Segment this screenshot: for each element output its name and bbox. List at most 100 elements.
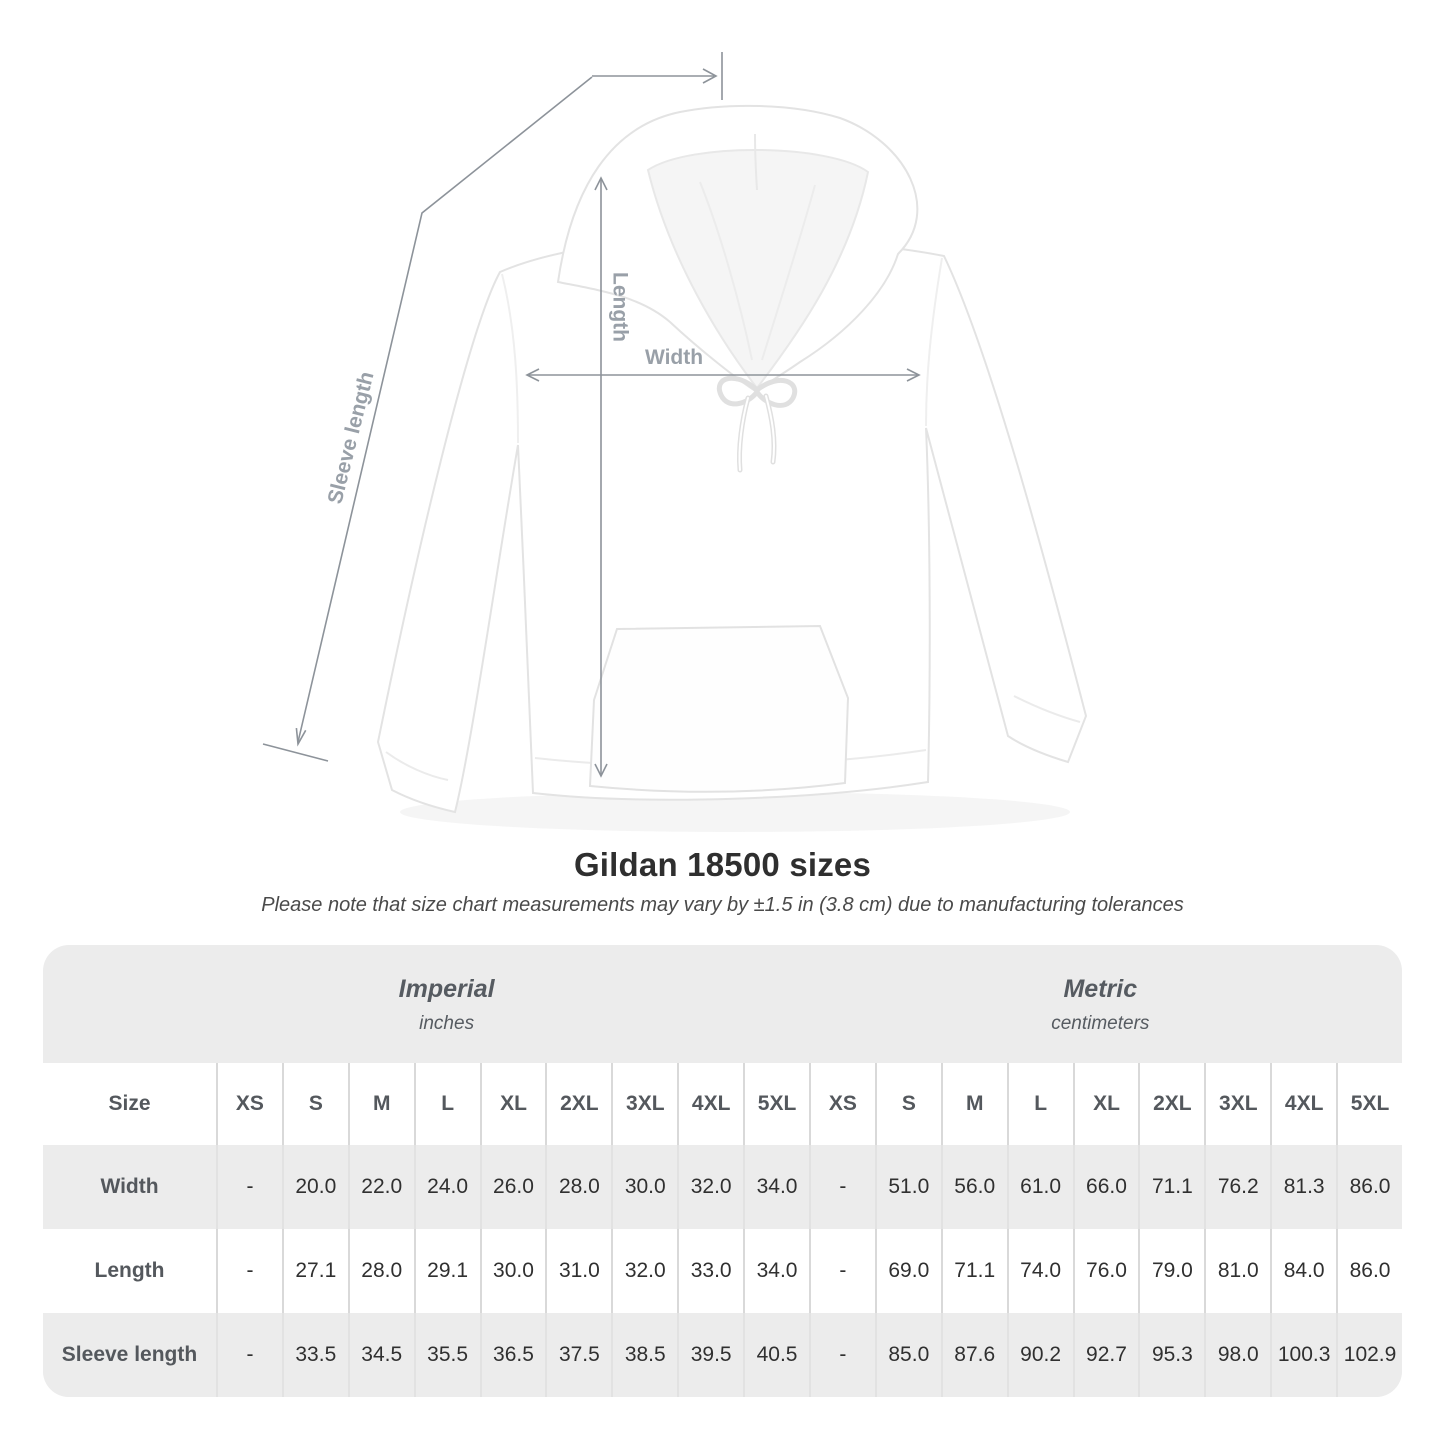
value-cell: 66.0 [1072, 1145, 1139, 1229]
value-cell: 51.0 [874, 1145, 941, 1229]
value-cell: 30.0 [611, 1145, 677, 1229]
value-cell: 90.2 [1006, 1313, 1073, 1397]
value-cell: S [281, 1063, 348, 1145]
hoodie-shadow [400, 792, 1070, 832]
value-cell: 86.0 [1336, 1229, 1402, 1313]
value-cell: 2XL [545, 1063, 611, 1145]
value-cell: L [1006, 1063, 1073, 1145]
value-cell: 81.0 [1204, 1229, 1270, 1313]
value-cell: 32.0 [677, 1145, 743, 1229]
value-cell: 36.5 [479, 1313, 546, 1397]
table-row: Length -27.1 28.0 29.1 30.0 31.0 32.0 33.0 34.0-… [43, 1229, 1402, 1313]
value-cell: - [808, 1229, 875, 1313]
value-cell: M [347, 1063, 414, 1145]
value-cell: S [874, 1063, 941, 1145]
hoodie-illustration [376, 104, 1088, 814]
row-label: Length [94, 1259, 165, 1282]
sleeve-arrow-bottom [295, 728, 307, 747]
value-cell: 38.5 [611, 1313, 677, 1397]
value-cell: M [940, 1063, 1007, 1145]
metric-title: Metric [1063, 975, 1138, 1003]
value-cell: 4XL [677, 1063, 743, 1145]
table-row: Sleeve length -33.5 34.5 35.5 36.5 37.5 38.5 39… [43, 1313, 1402, 1397]
value-cell: 102.9 [1336, 1313, 1402, 1397]
size-grid: Size XS S M L XL 2XL 3XL 4XL 5XL XS S M L XL 2XL 3XL 4XL 5… [43, 1063, 1402, 1397]
value-cell: XS [808, 1063, 875, 1145]
value-cell: 37.5 [545, 1313, 611, 1397]
value-cell: 29.1 [413, 1229, 480, 1313]
value-cell: 32.0 [611, 1229, 677, 1313]
measurement-annotations [262, 52, 921, 778]
value-cell: 56.0 [940, 1145, 1007, 1229]
hood-fold-left [699, 181, 753, 361]
width-arrow-right [906, 368, 921, 382]
value-cell: 33.0 [677, 1229, 743, 1313]
value-cell: 3XL [611, 1063, 677, 1145]
value-cell: 5XL [1336, 1063, 1402, 1145]
value-cell: - [808, 1145, 875, 1229]
value-cell: 71.1 [1138, 1145, 1204, 1229]
width-arrow-left [525, 368, 540, 382]
length-arrow-top [594, 176, 608, 191]
value-cell: 98.0 [1204, 1313, 1270, 1397]
length-label: Length [608, 272, 631, 342]
value-cell: 76.2 [1204, 1145, 1270, 1229]
value-cell: 100.3 [1270, 1313, 1336, 1397]
value-cell: 27.1 [281, 1229, 348, 1313]
value-cell: 28.0 [545, 1145, 611, 1229]
width-label: Width [645, 346, 703, 369]
cuff-tick [262, 743, 329, 762]
right-sleeve-seam [925, 257, 943, 427]
length-arrow-bottom [594, 763, 608, 778]
value-cell: 87.6 [940, 1313, 1007, 1397]
value-cell: 84.0 [1270, 1229, 1336, 1313]
value-cell: 2XL [1138, 1063, 1204, 1145]
row-label: Width [100, 1175, 159, 1198]
hood-center-seam [754, 133, 758, 191]
value-cell: 92.7 [1072, 1313, 1139, 1397]
metric-unit: centimeters [1051, 1013, 1150, 1034]
value-cell: 74.0 [1006, 1229, 1073, 1313]
imperial-unit: inches [419, 1013, 475, 1034]
value-cell: 31.0 [545, 1229, 611, 1313]
drawstring-highlight [738, 395, 776, 471]
value-cell: 20.0 [281, 1145, 348, 1229]
value-cell: 76.0 [1072, 1229, 1139, 1313]
sleeve-length-diagonal [297, 76, 593, 743]
value-cell: 95.3 [1138, 1313, 1204, 1397]
value-cell: 34.5 [347, 1313, 414, 1397]
value-cell: 61.0 [1006, 1145, 1073, 1229]
sleeve-length-label: Sleeve length [324, 369, 379, 506]
value-cell: XS [216, 1063, 282, 1145]
measurement-svg: Width Length Sleeve length [262, 52, 1088, 832]
page-title: Gildan 18500 sizes [573, 846, 872, 883]
value-cell: 28.0 [347, 1229, 414, 1313]
tolerance-note: Please note that size chart measurements… [261, 894, 1184, 916]
value-cell: 34.0 [743, 1145, 809, 1229]
value-cell: 34.0 [743, 1229, 809, 1313]
value-cell: 79.0 [1138, 1229, 1204, 1313]
table-row: Width -20.0 22.0 24.0 26.0 28.0 30.0 32.0 34.0-5… [43, 1145, 1402, 1229]
value-cell: 86.0 [1336, 1145, 1402, 1229]
value-cell: XL [479, 1063, 546, 1145]
hoodie-body [376, 236, 1088, 814]
value-cell: - [216, 1313, 282, 1397]
value-cell: 85.0 [874, 1313, 941, 1397]
value-cell: 40.5 [743, 1313, 809, 1397]
right-cuff-line [1013, 695, 1081, 723]
value-cell: 4XL [1270, 1063, 1336, 1145]
units-band: Imperial inches Metric centimeters [43, 945, 1402, 1063]
value-cell: 69.0 [874, 1229, 941, 1313]
value-cell: XL [1072, 1063, 1139, 1145]
value-cell: 35.5 [413, 1313, 480, 1397]
value-cell: - [216, 1229, 282, 1313]
row-label: Sleeve length [61, 1343, 198, 1366]
value-cell: 3XL [1204, 1063, 1270, 1145]
imperial-header: Imperial inches [399, 975, 495, 1035]
sleeve-arrow-right [702, 68, 718, 84]
value-cell: 71.1 [940, 1229, 1007, 1313]
value-cell: 26.0 [479, 1145, 546, 1229]
kangaroo-pocket [588, 624, 850, 793]
value-cell: 5XL [743, 1063, 809, 1145]
row-label: Size [108, 1092, 151, 1115]
